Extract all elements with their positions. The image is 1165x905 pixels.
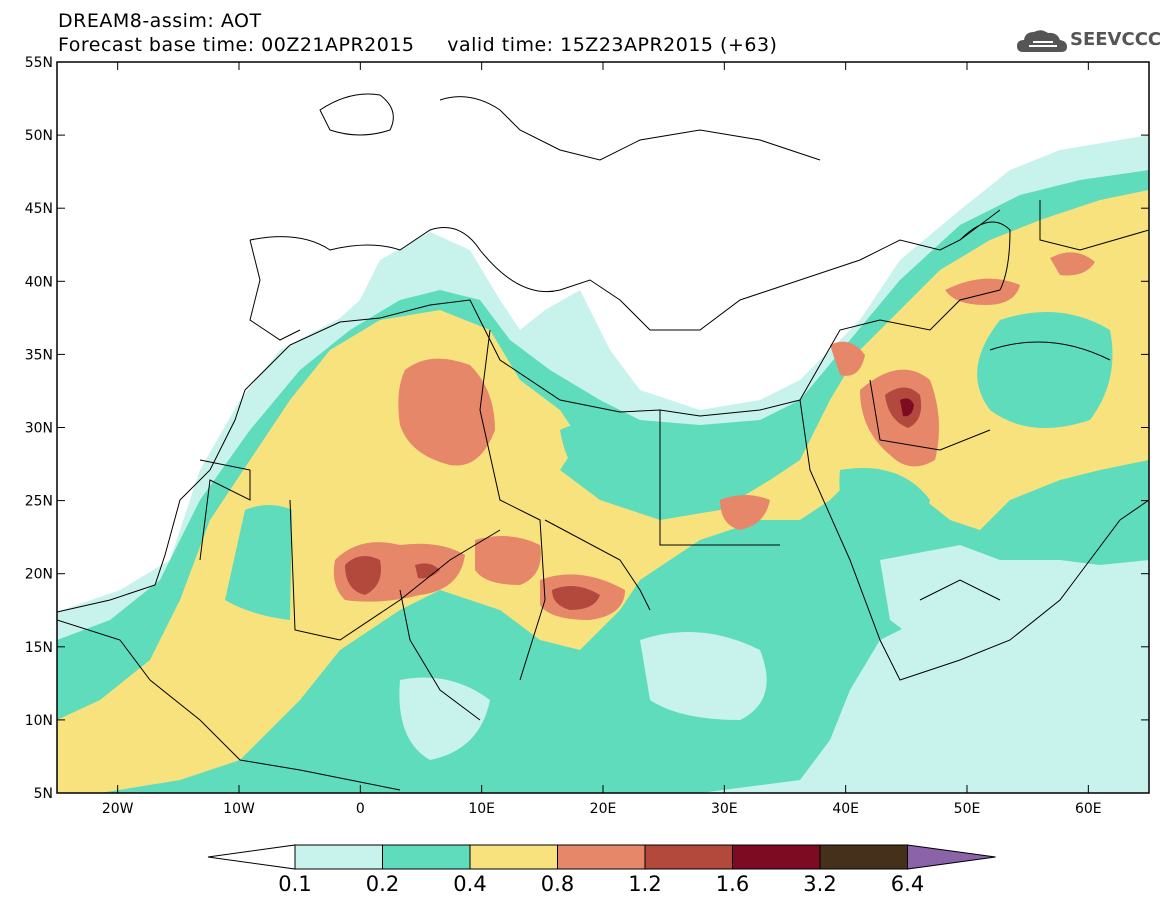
aot-orange-niger: [475, 536, 541, 585]
aot-band-0.4: [57, 190, 1149, 793]
lat-tick-label: 30N: [25, 421, 53, 437]
aot-teal-libya: [560, 422, 652, 500]
lat-tick-label: 50N: [25, 128, 53, 144]
colorbar-label: 0.1: [278, 872, 311, 896]
aot-dark-mali: [345, 556, 381, 595]
lon-tick-label: 10W: [223, 801, 255, 817]
aot-dark-chad: [552, 586, 600, 610]
aot-maroon-iraq: [900, 398, 914, 417]
colorbar-segment: [557, 844, 646, 870]
lon-tick-label: 50E: [954, 801, 981, 817]
lat-tick-label: 20N: [25, 567, 53, 583]
colorbar-label: 3.2: [803, 872, 836, 896]
map-title: DREAM8-assim: AOT: [58, 10, 262, 32]
lat-tick-label: 45N: [25, 201, 53, 217]
aot-orange-syria: [830, 341, 865, 376]
aot-orange-kazakh: [1050, 252, 1095, 276]
colorbar-segment: [819, 844, 908, 870]
lat-tick-label: 5N: [34, 786, 53, 802]
logo-text: SEEVCCC: [1070, 29, 1162, 50]
cloud-logo-icon: [1017, 30, 1067, 52]
aot-teal-iran: [977, 312, 1113, 428]
coastlines: [57, 93, 1149, 791]
aot-orange-algeria: [398, 358, 495, 466]
lat-tick-label: 35N: [25, 347, 53, 363]
colorbar-segment: [294, 844, 383, 870]
lon-tick-label: 30E: [711, 801, 738, 817]
lat-tick-label: 40N: [25, 274, 53, 290]
axis-ticks: 5N 10N 15N 20N 25N 30N 35N 40N 45N 50N 55N 20W 10W 0 1…: [25, 55, 1149, 817]
aot-hole-chad: [640, 632, 767, 720]
lat-tick-label: 55N: [25, 55, 53, 71]
aot-orange-caspian: [945, 278, 1020, 305]
aot-teal-arabia: [839, 468, 930, 545]
colorbar-segment: [644, 844, 733, 870]
aot-hole-arabia: [880, 545, 1010, 650]
aot-orange-egypt: [720, 495, 770, 530]
colorbar-label: 1.2: [628, 872, 661, 896]
colorbar-label: 1.6: [716, 872, 749, 896]
colorbar-label: 6.4: [891, 872, 924, 896]
colorbar-segment: [382, 844, 471, 870]
colorbar-label: 0.2: [366, 872, 399, 896]
forecast-time-line: Forecast base time: 00Z21APR2015 valid t…: [58, 34, 778, 56]
colorbar: 0.1 0.2 0.4 0.8 1.2 1.6 3.2 6.4: [207, 844, 996, 896]
lon-tick-label: 20E: [590, 801, 617, 817]
lon-tick-label: 40E: [832, 801, 859, 817]
colorbar-max-arrow: [907, 844, 996, 870]
colorbar-label: 0.8: [541, 872, 574, 896]
colorbar-min-arrow: [207, 844, 296, 870]
lon-tick-label: 20W: [102, 801, 134, 817]
lon-tick-label: 0: [356, 801, 365, 817]
lon-tick-label: 60E: [1075, 801, 1102, 817]
aot-teal-mauritania: [225, 505, 292, 620]
aot-hole-sahel: [399, 677, 490, 760]
aot-dark-niger: [415, 563, 440, 579]
lon-tick-label: 10E: [468, 801, 495, 817]
colorbar-segment: [469, 844, 558, 870]
colorbar-segment: [732, 844, 821, 870]
lat-tick-label: 10N: [25, 713, 53, 729]
colorbar-label: 0.4: [453, 872, 486, 896]
lat-tick-label: 25N: [25, 494, 53, 510]
lat-tick-label: 15N: [25, 640, 53, 656]
aot-contours: [57, 62, 1149, 793]
